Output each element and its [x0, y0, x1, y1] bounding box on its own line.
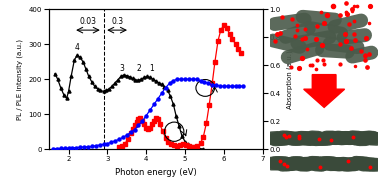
Text: 0.3: 0.3 — [111, 17, 123, 26]
Text: 1: 1 — [150, 64, 155, 73]
Y-axis label: Absorption (a.u.): Absorption (a.u.) — [287, 50, 293, 108]
Y-axis label: PL / PLE intensity (a.u.): PL / PLE intensity (a.u.) — [17, 39, 23, 120]
Text: 3: 3 — [120, 64, 125, 73]
Text: 0.03: 0.03 — [79, 17, 96, 26]
X-axis label: Photon energy (eV): Photon energy (eV) — [115, 168, 197, 177]
FancyArrow shape — [304, 75, 345, 107]
Text: 2: 2 — [137, 64, 142, 73]
Text: 4: 4 — [75, 43, 79, 52]
